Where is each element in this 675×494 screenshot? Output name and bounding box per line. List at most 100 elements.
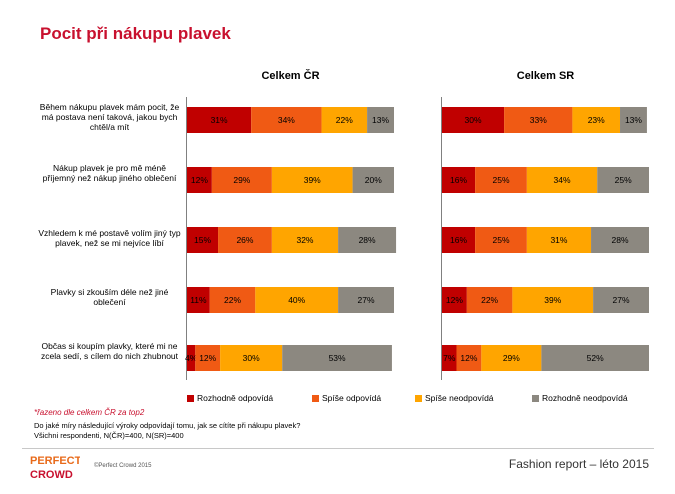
bar-value-label: 39%	[304, 175, 321, 185]
category-label: Během nákupu plavek mám pocit, že má pos…	[39, 102, 180, 132]
legend-item: Spíše odpovídá	[312, 393, 381, 403]
sort-note: *řazeno dle celkem ČR za top2	[34, 408, 145, 417]
bar-value-label: 30%	[465, 115, 482, 125]
bar-value-label: 28%	[359, 235, 376, 245]
panel-title: Celkem SR	[517, 70, 575, 82]
bar-segment	[475, 227, 527, 253]
page-title: Pocit při nákupu plavek	[40, 24, 231, 43]
bar-segment	[504, 107, 573, 133]
bar-segment	[271, 167, 353, 193]
bar-segment	[211, 167, 272, 193]
category-label: Plavky si zkouším déle než jiné oblečení	[50, 287, 169, 307]
bar-segment	[255, 287, 339, 313]
bar-value-label: 32%	[296, 235, 313, 245]
bar-segment	[352, 167, 394, 193]
bar-value-label: 34%	[554, 175, 571, 185]
bar-segment	[456, 345, 482, 371]
logo-line-1: PERFECT	[30, 455, 80, 467]
bar-segment	[481, 345, 542, 371]
bar-value-label: 22%	[224, 295, 241, 305]
bar-segment	[597, 167, 649, 193]
bar-value-label: 16%	[450, 235, 467, 245]
bar-segment	[620, 107, 647, 133]
bar-value-label: 40%	[288, 295, 305, 305]
bar-segment	[282, 345, 392, 371]
bar-segment	[526, 167, 598, 193]
bar-segment	[526, 227, 592, 253]
bar-segment	[541, 345, 649, 371]
category-label: Nákup plavek je pro mě méně příjemný než…	[42, 163, 177, 183]
legend-swatch	[415, 394, 422, 402]
bar-value-label: 12%	[446, 295, 463, 305]
bar-segment	[442, 107, 505, 133]
legend-label: Rozhodně neodpovídá	[542, 393, 628, 403]
bar-value-label: 27%	[613, 295, 630, 305]
legend-item: Rozhodně neodpovídá	[532, 393, 628, 403]
bar-segment	[187, 287, 210, 313]
bar-segment	[321, 107, 368, 133]
legend-swatch	[532, 394, 539, 402]
bar-segment	[512, 287, 594, 313]
bar-segment	[442, 167, 476, 193]
bar-value-label: 39%	[544, 295, 561, 305]
bar-value-label: 22%	[481, 295, 498, 305]
bar-value-label: 25%	[492, 235, 509, 245]
bar-value-label: 12%	[191, 175, 208, 185]
bar-value-label: 27%	[358, 295, 375, 305]
bar-value-label: 11%	[190, 295, 207, 305]
bar-segment	[442, 345, 457, 371]
logo-line-2: CROWD	[30, 469, 73, 481]
legend-label: Spíše neodpovídá	[425, 393, 494, 403]
bar-segment	[338, 287, 394, 313]
bar-segment	[220, 345, 283, 371]
bar-value-label: 31%	[211, 115, 228, 125]
bar-value-label: 52%	[587, 353, 604, 363]
bar-segment	[271, 227, 339, 253]
bar-segment	[466, 287, 513, 313]
legend-item: Spíše neodpovídá	[415, 393, 494, 403]
bar-value-label: 15%	[194, 235, 211, 245]
bar-value-label: 25%	[492, 175, 509, 185]
legend-swatch	[187, 394, 194, 402]
bar-value-label: 33%	[530, 115, 547, 125]
bar-value-label: 13%	[372, 115, 389, 125]
bar-segment	[209, 287, 256, 313]
bar-value-label: 53%	[329, 353, 346, 363]
footer-divider	[22, 448, 654, 449]
bar-value-label: 26%	[236, 235, 253, 245]
bar-value-label: 20%	[365, 175, 382, 185]
bar-value-label: 12%	[460, 353, 477, 363]
bar-value-label: 34%	[278, 115, 295, 125]
bar-segment	[572, 107, 621, 133]
bar-value-label: 30%	[243, 353, 260, 363]
chart-legend: Rozhodně odpovídá Spíše odpovídá Spíše neo…	[187, 393, 647, 407]
bar-value-label: 13%	[625, 115, 642, 125]
bar-value-label: 7%	[443, 353, 456, 363]
bar-segment	[187, 227, 219, 253]
bar-segment	[442, 227, 476, 253]
bar-value-label: 31%	[550, 235, 567, 245]
category-label: Občas si koupím plavky, které mi ne zcel…	[40, 341, 179, 361]
bar-value-label: 23%	[588, 115, 605, 125]
bar-segment	[251, 107, 322, 133]
copyright-text: ©Perfect Crowd 2015	[94, 463, 152, 469]
legend-swatch	[312, 394, 319, 402]
bar-value-label: 12%	[199, 353, 216, 363]
bar-segment	[442, 287, 467, 313]
bar-segment	[367, 107, 394, 133]
bar-segment	[195, 345, 221, 371]
bar-value-label: 28%	[612, 235, 629, 245]
category-label: Vzhledem k mé postavě volím jiný typ pla…	[38, 228, 181, 248]
bar-segment	[475, 167, 527, 193]
question-note: Do jaké míry následující výroky odpovída…	[34, 421, 301, 430]
bar-value-label: 22%	[336, 115, 353, 125]
bar-segment	[187, 167, 212, 193]
bar-value-label: 25%	[615, 175, 632, 185]
bar-segment	[591, 227, 649, 253]
bar-segment	[593, 287, 649, 313]
bar-segment	[187, 107, 252, 133]
bar-value-label: 29%	[503, 353, 520, 363]
base-note: Všichni respondenti, N(ČR)=400, N(SR)=40…	[34, 431, 184, 440]
panel-title: Celkem ČR	[261, 69, 319, 82]
bar-value-label: 29%	[233, 175, 250, 185]
